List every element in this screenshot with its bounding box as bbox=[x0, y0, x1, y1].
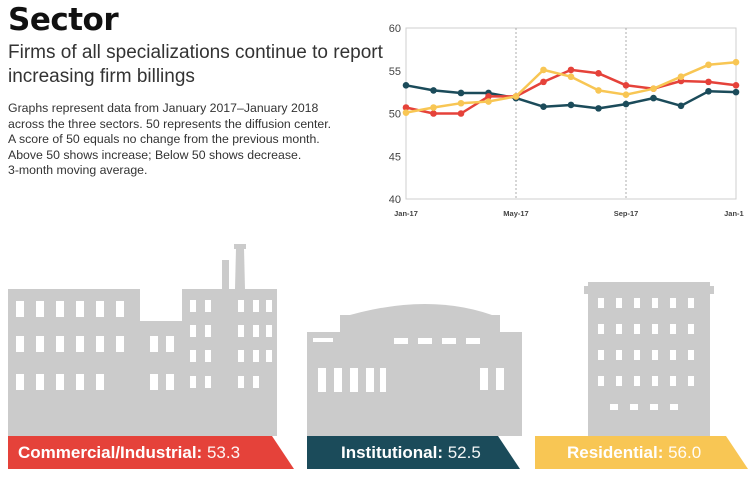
institutional-sector-label: Institutional: 52.5 bbox=[307, 436, 520, 469]
data-point-residential bbox=[732, 58, 740, 66]
description-line: 3-month moving average. bbox=[8, 163, 148, 178]
sector-value: 53.3 bbox=[206, 443, 241, 462]
data-point-commercial bbox=[457, 110, 465, 117]
data-point-residential bbox=[677, 73, 685, 81]
data-point-commercial bbox=[705, 78, 712, 86]
data-point-residential bbox=[540, 66, 547, 74]
x-tick-label: Jan-18 bbox=[724, 209, 744, 218]
y-tick-label: 40 bbox=[389, 194, 401, 206]
data-point-residential bbox=[402, 109, 410, 116]
sector-value: 56.0 bbox=[668, 443, 702, 462]
data-point-commercial bbox=[595, 70, 602, 77]
data-point-residential bbox=[567, 73, 575, 81]
data-point-institutional bbox=[677, 102, 685, 110]
line-chart: 40 45 50 55 60 Jan-17 May-17 Sep-17 Jan-18 bbox=[389, 23, 744, 218]
subtitle: Firms of all specializations continue to… bbox=[8, 41, 388, 89]
data-point-institutional bbox=[622, 100, 630, 108]
data-point-institutional bbox=[457, 89, 465, 97]
sector-value: 52.5 bbox=[447, 443, 481, 462]
sector-name: Commercial/Industrial: bbox=[18, 443, 203, 462]
data-point-residential bbox=[512, 93, 520, 100]
data-point-institutional bbox=[705, 87, 712, 95]
data-point-commercial bbox=[540, 78, 547, 86]
description-line: Above 50 shows increase; Below 50 shows … bbox=[8, 147, 302, 162]
data-point-residential bbox=[485, 98, 492, 105]
data-point-institutional bbox=[402, 81, 410, 89]
page-title: Sector bbox=[8, 2, 119, 38]
data-point-residential bbox=[430, 104, 437, 111]
description-line: Graphs represent data from January 2017–… bbox=[8, 101, 319, 115]
institutional-building-illustration bbox=[307, 304, 522, 436]
y-tick-label: 50 bbox=[389, 109, 401, 121]
data-point-institutional bbox=[732, 88, 740, 96]
data-point-commercial bbox=[430, 110, 437, 117]
data-point-institutional bbox=[430, 87, 437, 94]
data-point-commercial bbox=[622, 81, 630, 89]
y-tick-label: 60 bbox=[389, 23, 401, 35]
data-point-institutional bbox=[540, 103, 547, 110]
subtitle-line: increasing firm billings bbox=[8, 66, 195, 87]
data-point-institutional bbox=[595, 105, 602, 112]
sector-name: Residential: bbox=[567, 443, 664, 462]
factory-building-illustration bbox=[8, 244, 277, 436]
x-tick-label: Sep-17 bbox=[614, 209, 639, 218]
data-point-residential bbox=[595, 87, 602, 94]
building-illustrations bbox=[8, 244, 714, 436]
x-tick-label: May-17 bbox=[503, 209, 528, 218]
commercial-sector-label: Commercial/Industrial: 53.3 bbox=[8, 436, 294, 469]
data-point-commercial bbox=[402, 104, 410, 111]
data-point-residential bbox=[457, 99, 465, 107]
subtitle-line: Firms of all specializations continue to… bbox=[8, 42, 383, 63]
data-point-residential bbox=[650, 85, 657, 93]
description-line: across the three sectors. 50 represents … bbox=[8, 116, 332, 131]
data-point-institutional bbox=[650, 94, 657, 102]
x-tick-label: Jan-17 bbox=[394, 209, 418, 218]
data-point-institutional bbox=[567, 101, 575, 109]
chart-description: Graphs represent data from January 2017–… bbox=[8, 101, 353, 179]
y-tick-label: 45 bbox=[389, 151, 401, 163]
data-point-commercial bbox=[485, 93, 492, 100]
data-point-residential bbox=[705, 61, 712, 69]
sector-name: Institutional: bbox=[341, 443, 443, 462]
data-point-residential bbox=[622, 91, 630, 98]
data-point-commercial bbox=[567, 66, 575, 74]
residential-sector-label: Residential: 56.0 bbox=[535, 436, 748, 469]
data-point-commercial bbox=[732, 81, 740, 89]
description-line: A score of 50 equals no change from the … bbox=[8, 132, 320, 147]
y-tick-label: 55 bbox=[389, 66, 401, 78]
